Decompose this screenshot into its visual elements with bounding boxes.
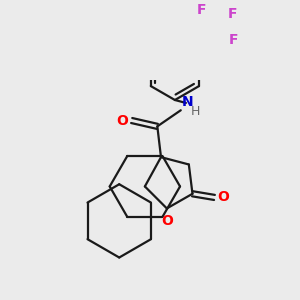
Text: F: F (196, 3, 206, 17)
Text: O: O (218, 190, 229, 204)
Text: F: F (228, 7, 237, 21)
Text: O: O (116, 113, 128, 128)
Text: F: F (229, 33, 239, 47)
Text: N: N (182, 95, 194, 109)
Text: H: H (191, 105, 200, 118)
Text: O: O (161, 214, 173, 228)
